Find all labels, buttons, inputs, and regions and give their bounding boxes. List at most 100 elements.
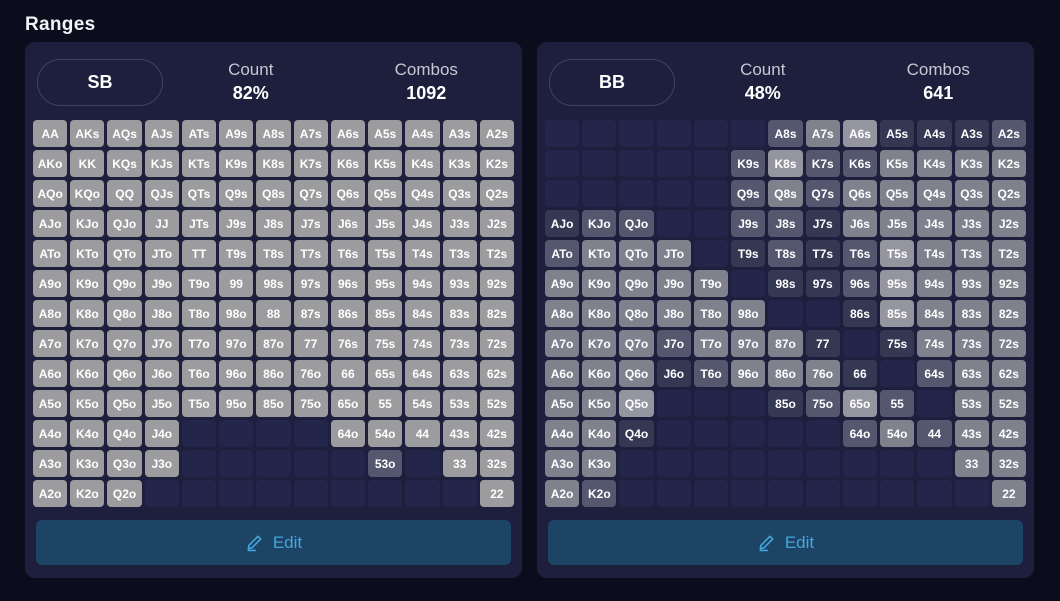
hand-cell-J4s: J4s xyxy=(917,210,952,237)
combos-stat: Combos 641 xyxy=(851,60,1027,104)
hand-cell-empty xyxy=(219,480,254,507)
hand-cell-84s: 84s xyxy=(405,300,440,327)
hand-cell-empty xyxy=(768,450,803,477)
hand-cell-66: 66 xyxy=(842,360,878,387)
hand-cell-T6o: T6o xyxy=(181,360,217,387)
hand-cell-empty xyxy=(368,480,403,507)
hand-cell-42s: 42s xyxy=(479,420,514,447)
hand-cell-33: 33 xyxy=(442,450,477,477)
hand-cell-empty xyxy=(405,450,440,477)
hand-cell-A7s: A7s xyxy=(293,120,328,147)
hand-cell-T9o: T9o xyxy=(693,270,729,297)
hand-cell-33: 33 xyxy=(954,450,989,477)
hand-cell-K9o: K9o xyxy=(582,270,617,297)
hand-cell-KQs: KQs xyxy=(107,150,142,177)
hand-cell-empty xyxy=(181,450,217,477)
hand-cell-93s: 93s xyxy=(442,270,477,297)
hand-cell-J3s: J3s xyxy=(954,210,989,237)
hand-cell-K2s: K2s xyxy=(991,150,1026,177)
hand-cell-Q6o: Q6o xyxy=(619,360,654,387)
hand-cell-KK: KK xyxy=(70,150,105,177)
hand-cell-85s: 85s xyxy=(880,300,915,327)
hand-cell-A8o: A8o xyxy=(33,300,68,327)
hand-cell-empty xyxy=(330,450,366,477)
hand-cell-22: 22 xyxy=(991,480,1026,507)
hand-cell-empty xyxy=(545,120,580,147)
hand-cell-86o: 86o xyxy=(256,360,291,387)
hand-cell-J3s: J3s xyxy=(442,210,477,237)
position-button-sb[interactable]: SB xyxy=(37,58,163,106)
hand-cell-73s: 73s xyxy=(954,330,989,357)
hand-cell-93s: 93s xyxy=(954,270,989,297)
hand-cell-T7o: T7o xyxy=(181,330,217,357)
hand-cell-T7s: T7s xyxy=(805,240,840,267)
hand-cell-Q2s: Q2s xyxy=(479,180,514,207)
hand-cell-AJs: AJs xyxy=(144,120,179,147)
hand-cell-43s: 43s xyxy=(442,420,477,447)
hand-cell-empty xyxy=(805,420,840,447)
range-panel-sb: SB Count 82% Combos 1092 AA AKs AQs AJs ATs A… xyxy=(25,42,522,578)
hand-cell-empty xyxy=(693,390,729,417)
hand-cell-QQ: QQ xyxy=(107,180,142,207)
hand-cell-K3o: K3o xyxy=(70,450,105,477)
hand-cell-A3s: A3s xyxy=(442,120,477,147)
hand-cell-J9s: J9s xyxy=(219,210,254,237)
hand-cell-Q5o: Q5o xyxy=(619,390,654,417)
hand-cell-62s: 62s xyxy=(991,360,1026,387)
hand-cell-J6s: J6s xyxy=(842,210,878,237)
hand-cell-75s: 75s xyxy=(880,330,915,357)
hand-cell-empty xyxy=(731,120,766,147)
hand-cell-KJo: KJo xyxy=(70,210,105,237)
hand-cell-J8s: J8s xyxy=(768,210,803,237)
hand-cell-74s: 74s xyxy=(917,330,952,357)
hand-cell-94s: 94s xyxy=(917,270,952,297)
edit-button[interactable]: Edit xyxy=(36,520,511,565)
hand-cell-65s: 65s xyxy=(368,360,403,387)
hand-cell-K9o: K9o xyxy=(70,270,105,297)
panel-header: SB Count 82% Combos 1092 xyxy=(33,42,514,114)
hand-cell-97o: 97o xyxy=(219,330,254,357)
hand-cell-T6s: T6s xyxy=(330,240,366,267)
count-label: Count xyxy=(228,60,274,79)
hand-cell-empty xyxy=(880,360,915,387)
hand-cell-K6o: K6o xyxy=(70,360,105,387)
hand-cell-empty xyxy=(219,450,254,477)
hand-cell-J9s: J9s xyxy=(731,210,766,237)
hand-cell-A7o: A7o xyxy=(33,330,68,357)
hand-cell-98s: 98s xyxy=(768,270,803,297)
hand-cell-98o: 98o xyxy=(219,300,254,327)
hand-cell-82s: 82s xyxy=(991,300,1026,327)
hand-cell-AKs: AKs xyxy=(70,120,105,147)
hand-cell-empty xyxy=(330,480,366,507)
hand-cell-A6s: A6s xyxy=(842,120,878,147)
hand-cell-A7s: A7s xyxy=(805,120,840,147)
hand-cell-empty xyxy=(917,480,952,507)
edit-button[interactable]: Edit xyxy=(548,520,1023,565)
position-button-bb[interactable]: BB xyxy=(549,58,675,106)
hand-cell-J9o: J9o xyxy=(144,270,179,297)
hand-cell-Q2s: Q2s xyxy=(991,180,1026,207)
hand-cell-86o: 86o xyxy=(768,360,803,387)
hand-cell-empty xyxy=(656,450,691,477)
hand-cell-empty xyxy=(582,180,617,207)
hand-cell-92s: 92s xyxy=(991,270,1026,297)
hand-cell-QTs: QTs xyxy=(181,180,217,207)
hand-cell-A5s: A5s xyxy=(880,120,915,147)
hand-cell-empty xyxy=(693,120,729,147)
hand-cell-A9o: A9o xyxy=(33,270,68,297)
hand-cell-87s: 87s xyxy=(293,300,328,327)
hand-cell-74s: 74s xyxy=(405,330,440,357)
hand-cell-64s: 64s xyxy=(917,360,952,387)
hand-cell-Q6o: Q6o xyxy=(107,360,142,387)
hand-cell-empty xyxy=(880,450,915,477)
hand-cell-empty xyxy=(256,420,291,447)
hand-cell-88: 88 xyxy=(256,300,291,327)
combos-value: 1092 xyxy=(406,83,447,103)
panel-header: BB Count 48% Combos 641 xyxy=(545,42,1026,114)
hand-cell-J6o: J6o xyxy=(144,360,179,387)
hand-cell-K2o: K2o xyxy=(582,480,617,507)
hand-cell-Q9o: Q9o xyxy=(107,270,142,297)
hand-cell-J7o: J7o xyxy=(144,330,179,357)
hand-cell-K8o: K8o xyxy=(70,300,105,327)
hand-cell-95o: 95o xyxy=(219,390,254,417)
